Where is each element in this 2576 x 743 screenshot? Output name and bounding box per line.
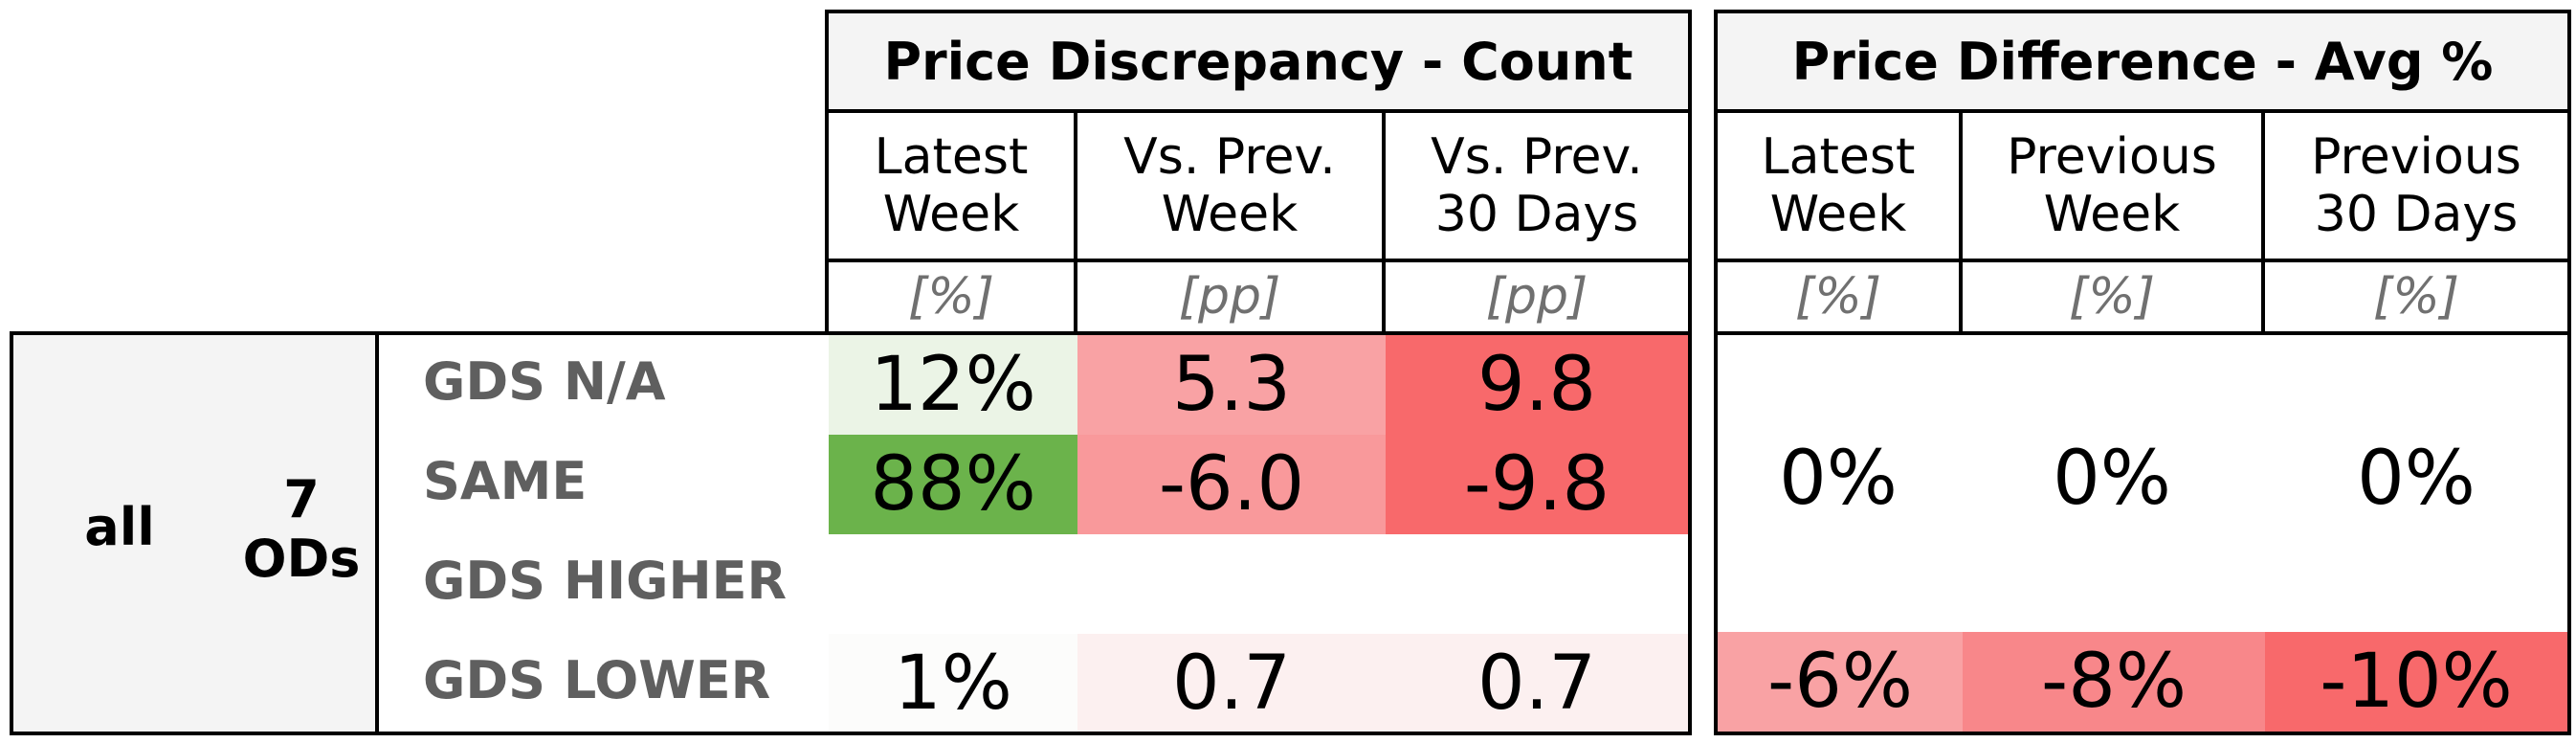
count-cell: 5.3 bbox=[1077, 335, 1386, 435]
column-unit: [pp] bbox=[1485, 268, 1588, 326]
column-label: Previous Week bbox=[2007, 128, 2217, 243]
column-label: Vs. Prev. Week bbox=[1123, 128, 1336, 243]
column-label: Vs. Prev. 30 Days bbox=[1431, 128, 1643, 243]
count-cell: 1% bbox=[829, 634, 1077, 733]
avg-cell: 0% bbox=[2357, 436, 2476, 522]
column-unit: [%] bbox=[2069, 268, 2155, 326]
count-cell: 88% bbox=[829, 435, 1077, 534]
body-frame-left bbox=[10, 331, 1692, 735]
column-unit: [%] bbox=[908, 268, 994, 326]
row-label: SAME bbox=[423, 450, 588, 511]
column-label: Previous 30 Days bbox=[2311, 128, 2521, 243]
group-title-avg: Price Difference - Avg % bbox=[1791, 31, 2494, 92]
row-label: GDS N/A bbox=[423, 350, 666, 412]
col-divider bbox=[1382, 109, 1386, 335]
group-header-count: Price Discrepancy - Count bbox=[825, 10, 1692, 113]
label-unit-divider-count bbox=[825, 259, 1692, 262]
column-label: Latest Week bbox=[874, 128, 1029, 243]
avg-cell: 0% bbox=[2053, 436, 2171, 522]
row-label: GDS HIGHER bbox=[423, 550, 788, 611]
count-cell: -9.8 bbox=[1386, 435, 1688, 534]
count-cell: 12% bbox=[829, 335, 1077, 435]
label-unit-divider-avg bbox=[1714, 259, 2571, 262]
avg-cell: -6% bbox=[1718, 632, 1963, 732]
row-label: GDS LOWER bbox=[423, 649, 771, 710]
group-title-count: Price Discrepancy - Count bbox=[883, 31, 1633, 92]
body-frame-right bbox=[1714, 331, 2571, 735]
avg-cell: 0% bbox=[1779, 436, 1898, 522]
count-cell: -6.0 bbox=[1077, 435, 1386, 534]
row-group-count: 7 ODs bbox=[242, 469, 361, 589]
column-unit: [%] bbox=[1795, 268, 1881, 326]
count-cell bbox=[1386, 534, 1688, 634]
column-label: Latest Week bbox=[1761, 128, 1916, 243]
col-divider bbox=[1074, 109, 1077, 335]
avg-cell: -10% bbox=[2265, 632, 2567, 732]
count-cell: 9.8 bbox=[1386, 335, 1688, 435]
count-cell bbox=[1077, 534, 1386, 634]
row-group-divider bbox=[375, 331, 379, 735]
count-cell: 0.7 bbox=[1386, 634, 1688, 733]
column-unit: [pp] bbox=[1178, 268, 1281, 326]
group-header-avg: Price Difference - Avg % bbox=[1714, 10, 2571, 113]
col-divider bbox=[1959, 109, 1963, 335]
row-group-scope: all bbox=[84, 496, 155, 557]
row-group-panel bbox=[10, 331, 377, 732]
column-unit: [%] bbox=[2373, 268, 2459, 326]
count-cell: 0.7 bbox=[1077, 634, 1386, 733]
col-divider bbox=[2261, 109, 2265, 335]
count-cell bbox=[829, 534, 1077, 634]
avg-cell: -8% bbox=[1963, 632, 2265, 732]
